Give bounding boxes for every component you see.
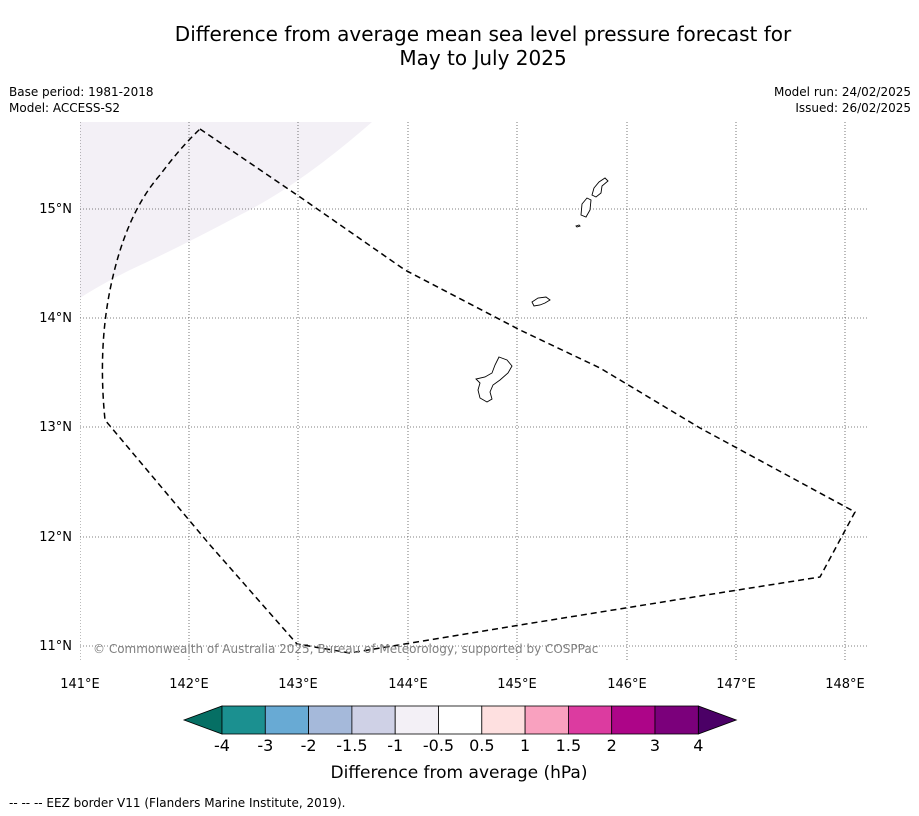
lon-label-142e: 142°E (169, 677, 209, 692)
island-rota (531, 296, 551, 307)
colorbar-cell (568, 705, 613, 735)
meta-left: Base period: 1981-2018 Model: ACCESS-S2 (9, 84, 154, 116)
copyright-text: © Commonwealth of Australia 2025, Bureau… (93, 642, 598, 656)
island-guam (475, 356, 513, 403)
colorbar-tick-label: 2 (607, 736, 617, 755)
colorbar-title: Difference from average (hPa) (331, 763, 588, 783)
colorbar-tick-label: 1 (520, 736, 530, 755)
colorbar-tick-label: -0.5 (423, 736, 454, 755)
colorbar-cell (611, 705, 656, 735)
anomaly-shading (80, 122, 372, 298)
colorbar: -4 -3 -2 -1.5 -1 -0.5 0.5 1 1.5 2 3 4 (182, 705, 738, 755)
lon-label-147e: 147°E (716, 677, 756, 692)
model-name: Model: ACCESS-S2 (9, 101, 121, 115)
lon-label-143e: 143°E (278, 677, 318, 692)
lat-label-12n: 12°N (39, 530, 72, 545)
lon-label-146e: 146°E (607, 677, 647, 692)
colorbar-tick-label: 1.5 (556, 736, 581, 755)
island-saipan (591, 177, 609, 198)
colorbar-tick-label: -4 (214, 736, 230, 755)
lon-label-145e: 145°E (497, 677, 537, 692)
colorbar-cell (264, 705, 309, 735)
title-line-2: May to July 2025 (399, 46, 567, 70)
base-period: Base period: 1981-2018 (9, 85, 154, 99)
colorbar-tick-label: -1.5 (336, 736, 367, 755)
colorbar-tick-label: -1 (387, 736, 403, 755)
lon-label-144e: 144°E (388, 677, 428, 692)
colorbar-cell (438, 705, 483, 735)
eez-border (101, 128, 857, 654)
lon-labels: 141°E 142°E 143°E 144°E 145°E 146°E 147°… (60, 677, 865, 692)
eez-footnote: -- -- -- EEZ border V11 (Flanders Marine… (9, 796, 346, 810)
colorbar-cell (654, 705, 699, 735)
lon-label-148e: 148°E (825, 677, 865, 692)
lat-labels: 15°N 14°N 13°N 12°N 11°N (39, 202, 72, 654)
islands (475, 177, 609, 403)
colorbar-cell (394, 705, 439, 735)
model-run: Model run: 24/02/2025 (773, 85, 911, 99)
lat-label-14n: 14°N (39, 311, 72, 326)
lat-label-13n: 13°N (39, 420, 72, 435)
lat-label-11n: 11°N (39, 639, 72, 654)
island-tinian (580, 197, 592, 218)
colorbar-tick-label: 0.5 (469, 736, 494, 755)
issued-date: Issued: 26/02/2025 (795, 101, 911, 115)
title-line-1: Difference from average mean sea level p… (174, 22, 792, 46)
chart-title: Difference from average mean sea level p… (0, 22, 919, 70)
colorbar-cell (221, 705, 266, 735)
colorbar-cell (524, 705, 569, 735)
colorbar-tick-label: -3 (257, 736, 273, 755)
colorbar-tick-label: -2 (301, 736, 317, 755)
meta-right: Model run: 24/02/2025 Issued: 26/02/2025 (774, 84, 911, 116)
gridlines (80, 122, 867, 660)
map-area: © Commonwealth of Australia 2025, Bureau… (80, 122, 867, 660)
colorbar-over-arrow (697, 705, 738, 735)
colorbar-cell (481, 705, 526, 735)
lon-label-141e: 141°E (60, 677, 100, 692)
colorbar-tick-label: 4 (693, 736, 703, 755)
island-aguijan (575, 224, 581, 228)
lat-label-15n: 15°N (39, 202, 72, 217)
colorbar-cell (351, 705, 396, 735)
colorbar-tick-label: 3 (650, 736, 660, 755)
colorbar-cell (308, 705, 353, 735)
colorbar-under-arrow (182, 705, 223, 735)
